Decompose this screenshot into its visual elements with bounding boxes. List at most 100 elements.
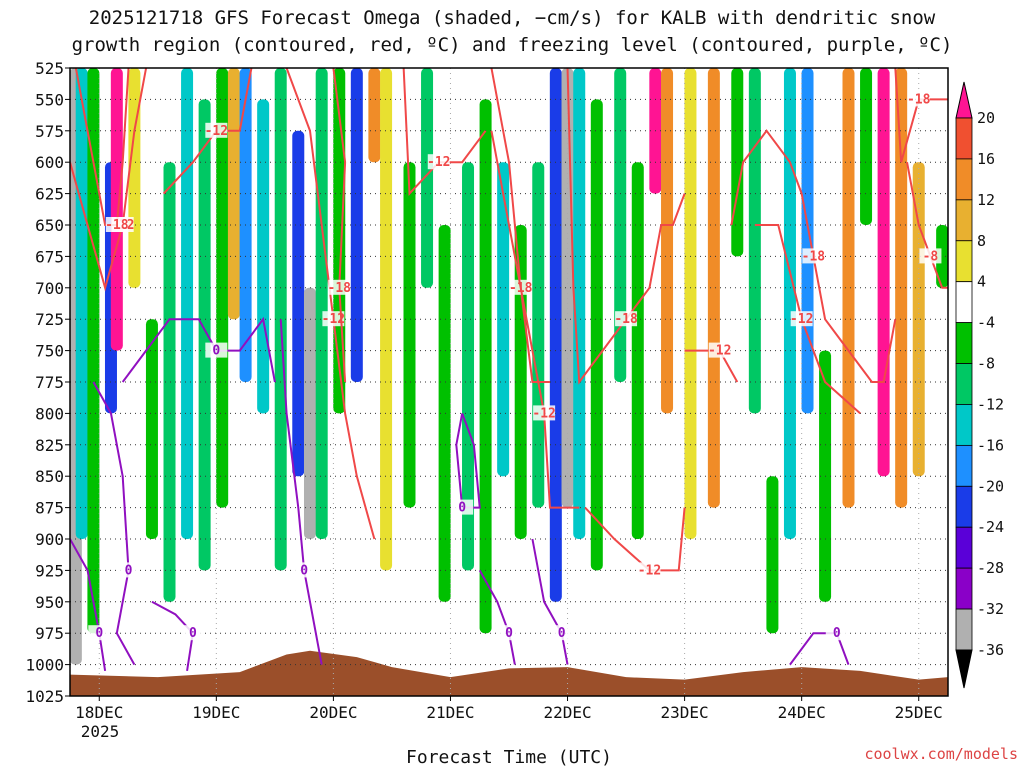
colorbar-box [955, 526, 973, 569]
freezing-contour-label: 0 [300, 563, 308, 578]
colorbar-label: -12 [977, 395, 1004, 413]
omega-band [350, 68, 363, 382]
x-year-label: 2025 [81, 722, 120, 741]
dgz-contour-label-bg [205, 122, 228, 138]
freezing-contour [789, 632, 850, 666]
dgz-contour-label: -12 [638, 563, 661, 578]
omega-band [860, 68, 873, 225]
freezing-contour-label-bg [293, 562, 316, 578]
colorbar-bottom-triangle [955, 649, 973, 689]
terrain-fill [70, 650, 948, 696]
omega-band [438, 225, 451, 602]
dgz-contour-label: -12 [790, 312, 813, 327]
freezing-contour [151, 600, 194, 672]
omega-band [421, 68, 434, 288]
omega-band [895, 68, 908, 508]
dgz-contour [332, 68, 347, 383]
credit-label: coolwx.com/models [864, 745, 1018, 763]
y-tick-label: 650 [35, 216, 64, 235]
dgz-contour-label: -12 [322, 312, 345, 327]
colorbar-label: 4 [977, 273, 986, 291]
dgz-contour-label: -18 [105, 218, 129, 233]
colorbar-box [955, 117, 973, 160]
omega-band [87, 68, 100, 634]
y-tick-label: 600 [35, 153, 64, 172]
omega-band [315, 68, 328, 539]
colorbar-box [955, 608, 973, 651]
dgz-contour [490, 130, 580, 509]
freezing-contour-label-bg [181, 625, 204, 641]
x-axis: 18DEC 19DEC 20DEC 21DEC 22DEC 23DEC 24DEC 25DEC [75, 696, 943, 722]
omega-band [684, 68, 697, 539]
y-tick-label: 575 [35, 122, 64, 141]
freezing-contour [531, 538, 569, 665]
omega-band [912, 162, 925, 477]
freezing-contour-label-bg [117, 562, 140, 578]
dgz-contour-label: -8 [923, 249, 939, 264]
freezing-contour-label: 0 [558, 626, 566, 641]
freezing-contour-label-bg [498, 625, 520, 641]
y-tick-label: 750 [35, 342, 64, 361]
dgz-contour-label-bg [322, 311, 345, 327]
freezing-contour-label-bg [451, 499, 474, 515]
colorbar-label: 16 [977, 150, 995, 168]
dgz-contour-label-bg [105, 217, 128, 232]
colorbar-box [955, 444, 973, 487]
dgz-contour-label-bg [638, 562, 661, 578]
x-axis-label: Forecast Time (UTC) [406, 747, 612, 768]
freezing-contour-label: 0 [505, 626, 513, 641]
dgz-contour-label: -12 [532, 406, 555, 421]
colorbar: 20 16 12 8 4 -4 -8 -12 -16 -20 -24 -28 -32 -36 [955, 81, 1004, 689]
y-tick-label: 550 [35, 90, 64, 109]
dgz-contour-label: -18 [614, 312, 638, 327]
omega-band [590, 99, 603, 571]
omega-band [549, 68, 562, 602]
y-tick-label: 850 [35, 467, 64, 486]
omega-band [936, 225, 948, 288]
x-tick-label: 24DEC [778, 703, 826, 722]
dgz-contour [70, 68, 148, 292]
y-tick-label: 975 [35, 624, 64, 643]
omega-band [110, 68, 123, 351]
omega-band [380, 68, 393, 571]
colorbar-box [955, 567, 973, 610]
colorbar-top-triangle [955, 81, 973, 119]
omega-band [631, 162, 644, 539]
omega-band [292, 130, 305, 477]
freezing-contour-label-bg [205, 342, 228, 358]
omega-band [801, 68, 814, 414]
omega-band [75, 68, 88, 539]
x-tick-label: 20DEC [309, 703, 357, 722]
freezing-contour-label: 0 [189, 626, 197, 641]
x-tick-label: 18DEC [75, 703, 123, 722]
y-tick-label: 1000 [25, 656, 64, 675]
y-tick-label: 950 [35, 593, 64, 612]
contours: -12-18-12-12-18-12-18-12-18-12-12-18-12-… [70, 68, 948, 672]
x-tick-label: 19DEC [192, 703, 240, 722]
dgz-contour-label-bg [802, 248, 825, 264]
omega-band [181, 68, 194, 539]
freezing-contour [279, 319, 323, 665]
freezing-contour-label: 0 [95, 626, 103, 641]
colorbar-label: -8 [977, 355, 995, 373]
colorbar-label: 8 [977, 232, 986, 250]
colorbar-label: 12 [977, 191, 995, 209]
dgz-contour-label: -18 [907, 92, 931, 107]
colorbar-label: -36 [977, 641, 1004, 659]
x-tick-label: 25DEC [895, 703, 943, 722]
dgz-contour-label-bg [615, 311, 638, 327]
y-tick-label: 800 [35, 404, 64, 423]
freezing-contour-label-bg [88, 625, 111, 641]
colorbar-box [955, 281, 973, 324]
dgz-contour-label: -12 [708, 344, 731, 359]
dgz-contour-label: -12 [205, 124, 228, 139]
colorbar-box [955, 158, 973, 201]
y-tick-label: 1025 [25, 687, 64, 706]
omega-band [198, 99, 211, 571]
omega-band [783, 68, 796, 539]
dgz-contour-label-bg [919, 248, 942, 264]
freezing-contour [92, 381, 136, 666]
chart-subtitle: growth region (contoured, red, ºC) and f… [72, 34, 953, 56]
omega-band [731, 68, 744, 257]
freezing-contour-label: 0 [125, 563, 133, 578]
